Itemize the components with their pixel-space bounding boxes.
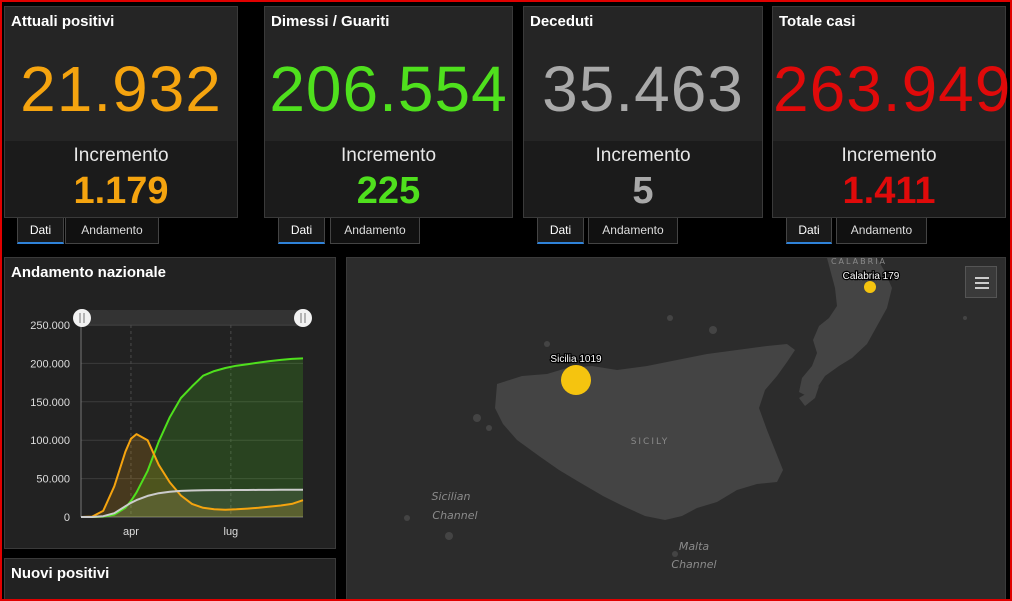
y-tick-label: 0 xyxy=(64,512,70,524)
card-value: 263.949 xyxy=(773,53,1012,125)
map-marker-sicilia[interactable] xyxy=(561,365,591,395)
card-title: Dimessi / Guariti xyxy=(271,13,390,30)
card-increment-value: 1.179 xyxy=(73,170,169,212)
tab-andamento[interactable]: Andamento xyxy=(836,218,927,244)
map-label-malta-channel-2: Channel xyxy=(671,558,716,571)
tab-dati[interactable]: Dati xyxy=(537,218,584,244)
map-label-sicily: SICILY xyxy=(631,437,670,447)
calabria-tip xyxy=(799,386,819,406)
x-tick-label: lug xyxy=(224,526,239,538)
x-tick-label: apr xyxy=(123,526,139,538)
series-area-1 xyxy=(81,434,303,517)
tab-andamento[interactable]: Andamento xyxy=(588,218,678,244)
card-increment-label: Incremento xyxy=(340,145,437,166)
series-line-2 xyxy=(81,488,303,518)
map-marker-label-calabria: Calabria 179 xyxy=(843,271,900,282)
card-increment-label: Incremento xyxy=(595,145,691,166)
legend-list-icon[interactable] xyxy=(965,266,997,298)
y-tick-label: 100.000 xyxy=(30,435,70,447)
tab-dati[interactable]: Dati xyxy=(278,218,325,244)
card-totale-casi: Totale casi 263.949 Incremento 1.411 xyxy=(772,6,1012,218)
series-line-1 xyxy=(80,433,304,518)
sicily-landmass xyxy=(495,344,795,520)
map-label-sicilian-channel-2: Channel xyxy=(432,509,477,522)
map-marker-label-sicilia: Sicilia 1019 xyxy=(550,354,602,365)
card-dimessi-guariti: Dimessi / Guariti 206.554 Incremento 225 xyxy=(264,6,513,218)
card-value: 35.463 xyxy=(542,53,744,125)
range-slider-handle-right[interactable] xyxy=(294,309,312,327)
y-tick-label: 250.000 xyxy=(30,320,70,332)
national-trend-chart: 0 50.000 100.000 150.000 200.000 250.000 apr l… xyxy=(30,309,312,538)
panel-title: Andamento nazionale xyxy=(11,264,167,281)
map-label-calabria: CALABRIA xyxy=(831,258,887,266)
national-trend-panel: Andamento nazionale 0 50.000 100.000 150.00… xyxy=(4,257,336,549)
range-slider-track[interactable] xyxy=(81,310,306,326)
tab-dati[interactable]: Dati xyxy=(786,218,832,244)
y-tick-label: 200.000 xyxy=(30,358,70,370)
range-slider-handle-left[interactable] xyxy=(73,309,91,327)
card-value: 21.932 xyxy=(20,53,222,125)
card-deceduti: Deceduti 35.463 Incremento 5 xyxy=(523,6,763,218)
tab-andamento[interactable]: Andamento xyxy=(330,218,420,244)
card-increment-value: 1.411 xyxy=(842,170,936,212)
card-increment-value: 225 xyxy=(356,170,421,212)
card-increment-value: 5 xyxy=(632,170,654,212)
y-tick-label: 50.000 xyxy=(36,474,70,486)
series-line-0 xyxy=(81,357,304,518)
card-title: Totale casi xyxy=(779,13,856,30)
card-title: Attuali positivi xyxy=(11,13,115,30)
map-marker-calabria[interactable] xyxy=(864,281,876,293)
tab-andamento[interactable]: Andamento xyxy=(65,218,159,244)
tab-dati[interactable]: Dati xyxy=(17,218,64,244)
panel-title: Nuovi positivi xyxy=(11,565,110,582)
card-attuali-positivi: Attuali positivi 21.932 Incremento 1.179 xyxy=(4,6,238,218)
map-label-sicilian-channel-1: Sicilian xyxy=(432,490,471,503)
card-increment-label: Incremento xyxy=(841,145,937,166)
y-tick-label: 150.000 xyxy=(30,397,70,409)
card-increment-label: Incremento xyxy=(73,145,169,166)
series-area-0 xyxy=(81,358,303,517)
new-positive-panel: Nuovi positivi xyxy=(4,558,336,601)
map-label-malta-channel-1: Malta xyxy=(679,540,710,553)
region-map[interactable]: SICILY CALABRIA Sicilian Channel Malta C… xyxy=(346,257,1006,601)
card-value: 206.554 xyxy=(269,53,508,125)
card-title: Deceduti xyxy=(530,13,594,30)
